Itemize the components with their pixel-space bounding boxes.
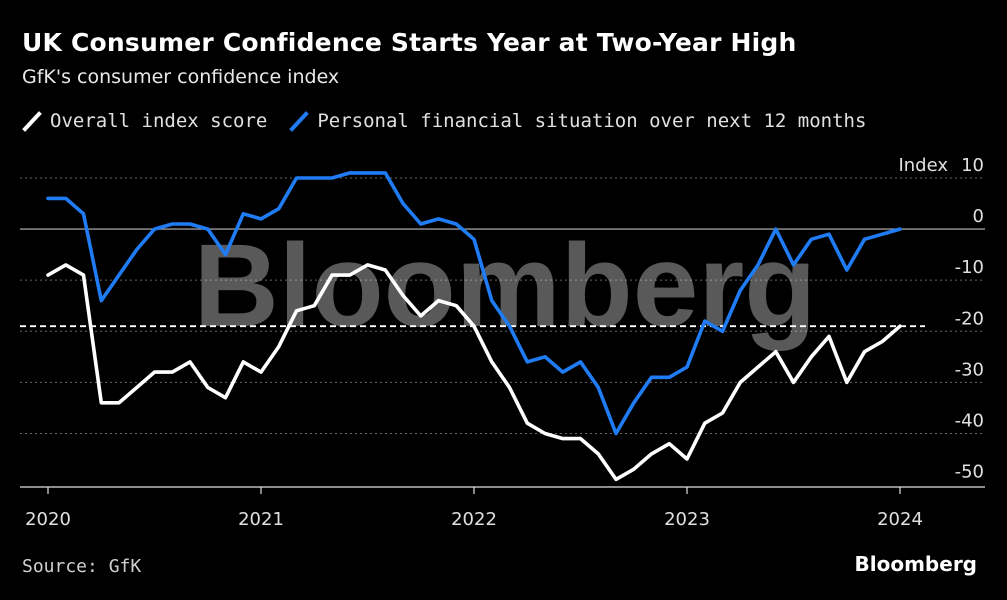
y-axis-labels: 10 Index 0 -10 -20 -30 -40 -50 (898, 155, 984, 483)
y-tick-label: 0 (973, 206, 984, 227)
legend: Overall index score Personal financial s… (22, 110, 888, 132)
series-line-personal-financial (46, 171, 902, 436)
legend-item-overall: Overall index score (22, 110, 267, 132)
legend-swatch-personal (289, 111, 310, 132)
y-axis-unit-label: Index (898, 155, 948, 176)
legend-item-personal: Personal financial situation over next 1… (289, 110, 866, 132)
y-tick-label: -30 (955, 359, 984, 380)
legend-label-overall: Overall index score (50, 110, 268, 132)
x-axis: 2020 2021 2022 2023 2024 (20, 486, 985, 530)
legend-label-personal: Personal financial situation over next 1… (317, 110, 867, 132)
gridlines (20, 177, 985, 434)
y-tick-label: -20 (955, 308, 984, 329)
x-tick-label: 2022 (451, 509, 497, 530)
x-tick-label: 2021 (238, 509, 284, 530)
y-tick-label: -50 (955, 462, 984, 483)
y-tick-label: 10 (961, 155, 984, 176)
bloomberg-logo: Bloomberg (854, 552, 977, 576)
source-note: Source: GfK (22, 556, 142, 577)
series-line-overall (46, 263, 902, 482)
watermark-text: Bloomberg (194, 220, 817, 352)
chart-title: UK Consumer Confidence Starts Year at Tw… (22, 28, 797, 57)
series-lines (46, 171, 902, 482)
x-tick-label: 2024 (877, 509, 923, 530)
chart-subtitle: GfK's consumer confidence index (22, 66, 340, 88)
legend-swatch-overall (22, 111, 42, 132)
x-tick-label: 2020 (25, 509, 71, 530)
x-tick-label: 2023 (664, 509, 710, 530)
y-tick-label: -10 (955, 257, 984, 278)
y-tick-label: -40 (955, 410, 984, 431)
